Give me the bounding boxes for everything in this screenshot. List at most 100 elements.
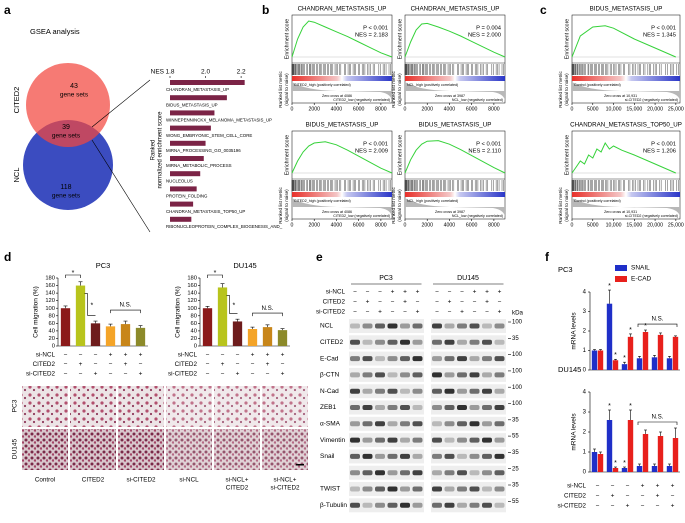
condition-sign: − [79,352,83,359]
condition-sign: + [281,352,285,359]
blot-frame [431,482,506,496]
kda-label: 35 [512,336,519,342]
kda-label: 100 [512,352,523,358]
y-axis-label: (signal to noise) [564,73,569,106]
enrichment-curve [291,141,393,174]
sig-label: * [629,403,632,410]
blot-band [444,470,455,476]
protein-label: α-SMA [320,421,341,428]
blot-band [469,437,480,443]
blot-band [494,356,505,362]
condition-sign: + [109,352,113,359]
x-tick-label: 6000 [466,222,478,228]
protein-label: β-CTN [320,372,340,379]
blot-frame [431,367,506,382]
column-label: Control [35,477,55,484]
y-tick-label: 180 [187,276,197,282]
blot-band [412,356,423,362]
blot-band [444,421,455,427]
gene-set-count: 118 [60,184,71,191]
blot-band [400,372,410,378]
sig-label: * [623,460,626,467]
y-axis-label: Ranked list metric [558,187,563,224]
gsea-title: CHANDRAN_METASTASIS_TOP50_UP [570,122,682,129]
bar [672,438,679,472]
row-label: PC3 [12,399,19,412]
condition-label: si-NCL [178,352,198,359]
p-value: P < 0.001 [476,142,501,148]
panel-letter: d [4,250,11,264]
condition-sign: − [124,371,128,378]
kda-label: 55 [512,499,519,505]
condition-sign: − [236,352,240,359]
sig-bracket [637,323,678,328]
x-tick-label: 5000 [587,106,599,112]
venn-ncl [23,120,113,210]
condition-sign: + [221,361,225,368]
condition-sign: − [109,371,113,378]
blot-frame [349,319,424,333]
sig-label: * [233,302,236,309]
condition-sign: + [485,299,489,306]
blot-band [350,356,360,362]
bar [606,420,613,472]
sig-label: * [614,460,617,467]
x-tick-label: 1.8 [165,69,174,76]
blot-band [387,486,398,492]
micrograph [214,386,260,427]
blot-band [375,453,385,459]
blot-frame [349,351,424,366]
blot-frame [431,465,506,480]
kda-label: 25 [512,466,519,472]
blot-frame [431,449,506,464]
blot-band [469,356,480,362]
category-label: WONG_EMBRYONIC_STEM_CELL_CORE [166,133,252,138]
condition-sign: − [448,289,452,296]
legend-swatch [615,276,627,282]
condition-sign: + [281,371,285,378]
condition-sign: − [435,299,439,306]
blot-frame [431,400,506,415]
blot-band [444,372,455,378]
nes-value: NES = 1.345 [643,33,676,39]
x-tick-label: 4000 [331,222,343,228]
blot-band [350,486,360,492]
blot-band [375,470,385,476]
bar [170,216,192,222]
bar [170,186,197,192]
zero-cross: Zero cross at 3987 [435,210,465,214]
condition-label: si-NCL [36,352,56,359]
x-tick-label: 15,000 [626,106,642,112]
blot-band [494,502,505,508]
blot-band [432,486,442,492]
condition-sign: − [251,361,255,368]
x-tick-label: 6000 [466,106,478,112]
blot-band [469,405,480,410]
y-tick-label: 60 [49,321,55,327]
blot-band [444,502,455,508]
blot-band [387,372,398,378]
pos-label: Control (positively correlated) [574,199,621,203]
sig-label: * [608,283,611,290]
micrograph [214,429,260,470]
blot-band [412,453,423,459]
y-axis-label: Enrichment score [564,19,570,59]
blot-band [362,486,373,492]
y-tick-label: 1 [583,348,587,354]
bar [90,323,101,346]
kda-label: 35 [512,450,519,456]
blot-band [482,405,492,410]
blot-band [482,502,492,508]
kda-label: 100 [512,401,523,407]
x-tick-label: 4000 [444,222,456,228]
pos-label: CITED2_high (positively correlated) [294,199,351,203]
enrichment-curve [291,20,393,58]
blot-band [350,372,360,378]
bar [636,466,643,472]
rank-colorbar [405,192,505,197]
micrograph [118,429,164,470]
condition-sign: + [485,289,489,296]
bar [591,350,598,370]
column-label: si-CITED2 [270,485,300,492]
condition-sign: + [124,352,128,359]
